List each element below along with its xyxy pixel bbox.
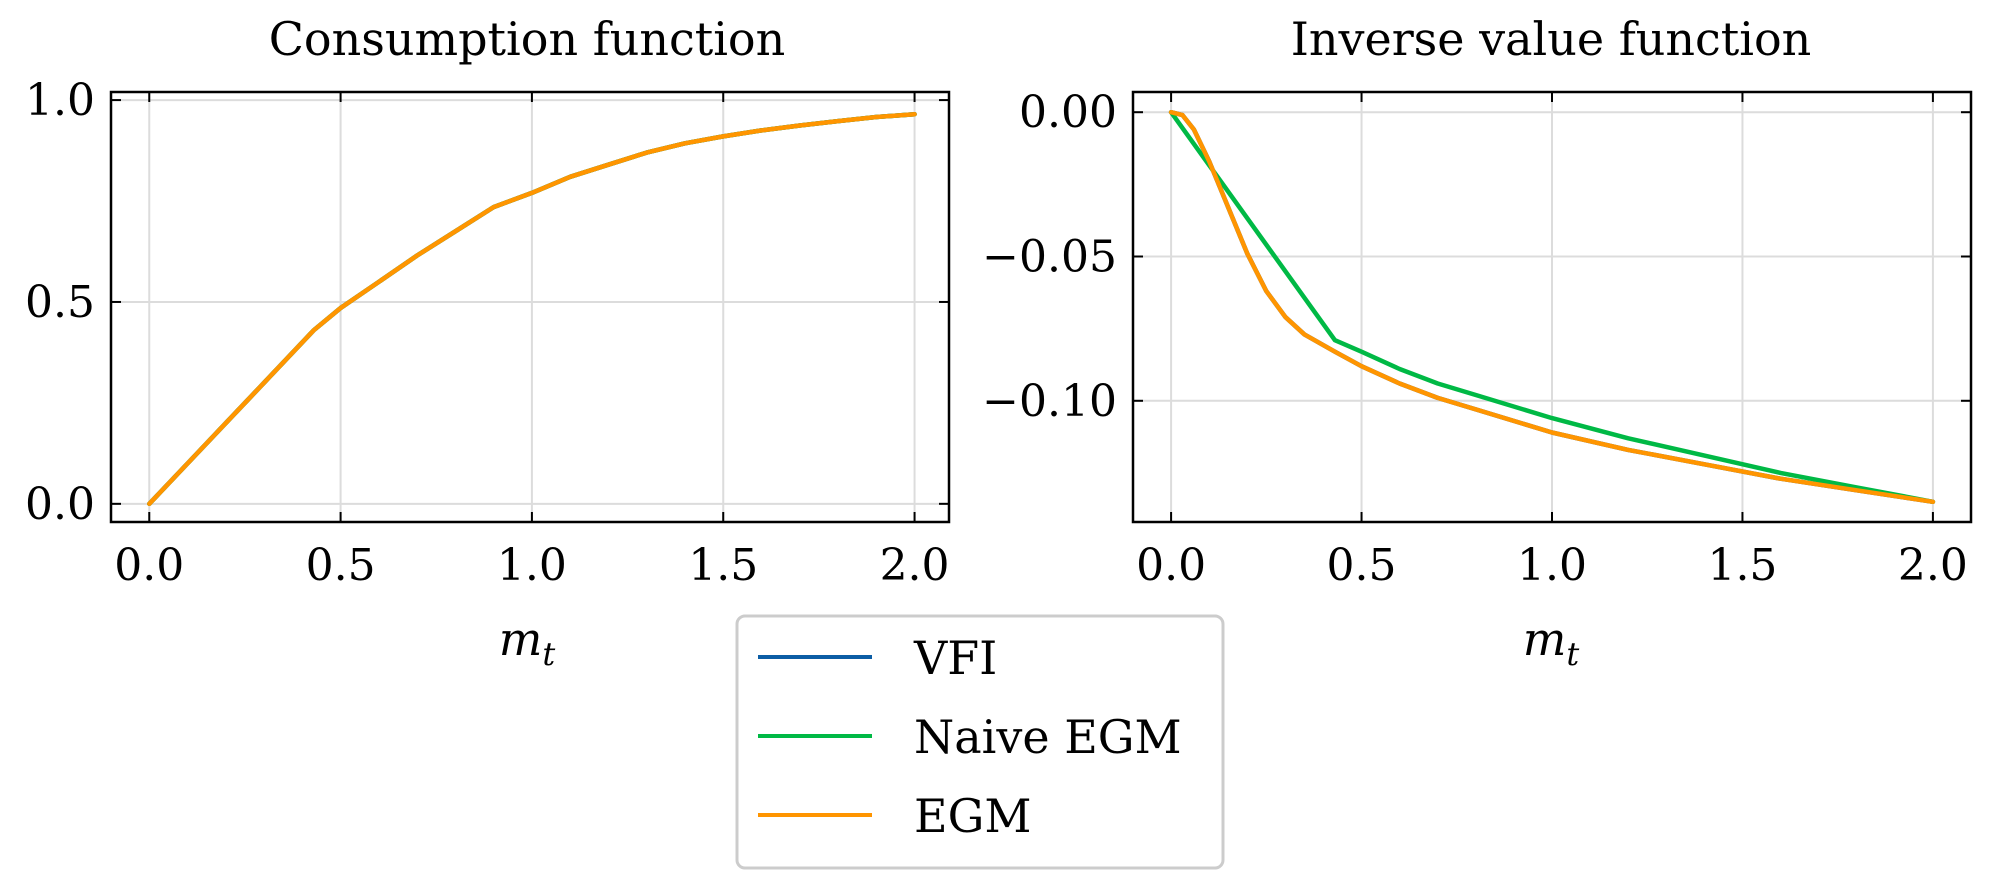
y-tick-label: −0.10 [982, 376, 1117, 427]
x-tick-label: 1.5 [688, 540, 758, 591]
plot-frame [109, 90, 951, 524]
y-tick-label: 0.0 [25, 479, 95, 530]
consumption-function-panel: Consumption function 0.0 0.5 1.0 1.5 2.00.00… [25, 12, 951, 673]
series-line-egm [1168, 109, 1936, 505]
series-line-egm [147, 111, 917, 507]
legend: VFI Naive EGM EGM [735, 614, 1225, 870]
legend-label-egm: EGM [914, 789, 1031, 843]
ticks: 0.0 0.5 1.0 1.5 2.0 0.00 −0.05 −0.10 [982, 87, 1971, 591]
legend-label-vfi: VFI [913, 631, 997, 685]
grid [1133, 92, 1971, 522]
chart-title: Consumption function [269, 12, 786, 66]
legend-label-naive-egm: Naive EGM [914, 710, 1182, 764]
series-group [1168, 109, 1936, 505]
y-tick-label: 0.5 [25, 277, 95, 328]
series-line-naive-egm [1168, 109, 1936, 505]
x-tick-label: 2.0 [1898, 540, 1968, 591]
x-tick-label: 1.0 [1517, 540, 1587, 591]
x-tick-label: 0.0 [1136, 540, 1206, 591]
inverse-value-function-panel: Inverse value function 0.0 0.5 1.0 1.5 2.00.… [982, 12, 1973, 673]
x-tick-label: 2.0 [880, 540, 950, 591]
grid [111, 92, 949, 522]
legend-box [735, 614, 1225, 870]
x-tick-label: 0.0 [114, 540, 184, 591]
series-group [147, 111, 917, 507]
x-tick-label: 1.0 [497, 540, 567, 591]
x-tick-label: 0.5 [1327, 540, 1397, 591]
y-tick-label: 0.00 [1019, 87, 1117, 138]
x-tick-label: 1.5 [1707, 540, 1777, 591]
x-axis-label: mt [499, 612, 556, 673]
y-tick-label: −0.05 [982, 231, 1117, 282]
chart-title: Inverse value function [1291, 12, 1812, 66]
x-axis-label: mt [1523, 612, 1580, 673]
x-tick-label: 0.5 [306, 540, 376, 591]
y-tick-label: 1.0 [25, 75, 95, 126]
ticks: 0.0 0.5 1.0 1.5 2.0 0.0 0.5 1.0 [25, 75, 950, 591]
